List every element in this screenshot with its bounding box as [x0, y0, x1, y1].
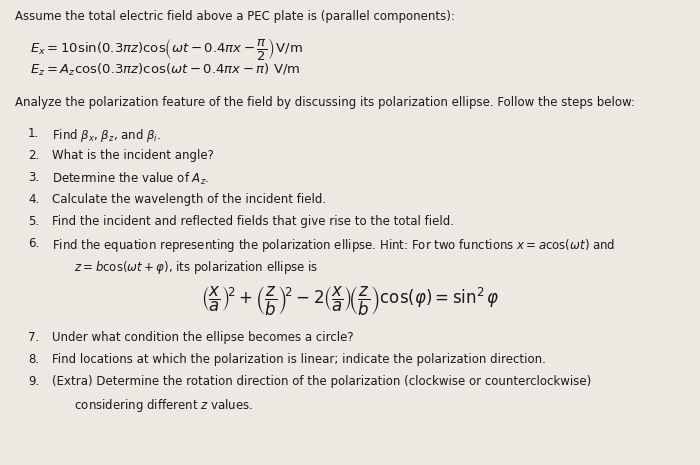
Text: Calculate the wavelength of the incident field.: Calculate the wavelength of the incident… — [52, 193, 326, 206]
Text: Analyze the polarization feature of the field by discussing its polarization ell: Analyze the polarization feature of the … — [15, 96, 635, 109]
Text: 4.: 4. — [28, 193, 39, 206]
Text: What is the incident angle?: What is the incident angle? — [52, 149, 214, 162]
Text: 7.: 7. — [28, 332, 39, 345]
Text: Find the equation representing the polarization ellipse. Hint: For two functions: Find the equation representing the polar… — [52, 237, 615, 253]
Text: 6.: 6. — [28, 237, 39, 250]
Text: Determine the value of $A_z$.: Determine the value of $A_z$. — [52, 171, 209, 187]
Text: $E_x = 10 \sin(0.3\pi z) \cos\!\left(\omega t - 0.4\pi x - \dfrac{\pi}{2}\right): $E_x = 10 \sin(0.3\pi z) \cos\!\left(\om… — [30, 36, 303, 62]
Text: Find $\beta_x$, $\beta_z$, and $\beta_i$.: Find $\beta_x$, $\beta_z$, and $\beta_i$… — [52, 126, 161, 144]
Text: 2.: 2. — [28, 149, 39, 162]
Text: $E_z = A_z \cos(0.3\pi z) \cos(\omega t - 0.4\pi x - \pi)$ V/m: $E_z = A_z \cos(0.3\pi z) \cos(\omega t … — [30, 62, 300, 78]
Text: Find locations at which the polarization is linear; indicate the polarization di: Find locations at which the polarization… — [52, 353, 546, 366]
Text: considering different $z$ values.: considering different $z$ values. — [52, 398, 253, 414]
Text: $z = b\cos(\omega t + \varphi)$, its polarization ellipse is: $z = b\cos(\omega t + \varphi)$, its pol… — [52, 259, 318, 276]
Text: 8.: 8. — [28, 353, 39, 366]
Text: Assume the total electric field above a PEC plate is (parallel components):: Assume the total electric field above a … — [15, 10, 455, 23]
Text: Find the incident and reflected fields that give rise to the total field.: Find the incident and reflected fields t… — [52, 215, 454, 227]
Text: Under what condition the ellipse becomes a circle?: Under what condition the ellipse becomes… — [52, 332, 354, 345]
Text: 9.: 9. — [28, 375, 39, 388]
Text: (Extra) Determine the rotation direction of the polarization (clockwise or count: (Extra) Determine the rotation direction… — [52, 375, 592, 388]
Text: $\left(\dfrac{x}{a}\right)^{\!2} + \left(\dfrac{z}{b}\right)^{\!2} - 2\left(\dfr: $\left(\dfrac{x}{a}\right)^{\!2} + \left… — [201, 285, 499, 318]
Text: 1.: 1. — [28, 126, 39, 140]
Text: 5.: 5. — [28, 215, 39, 227]
Text: 3.: 3. — [28, 171, 39, 184]
